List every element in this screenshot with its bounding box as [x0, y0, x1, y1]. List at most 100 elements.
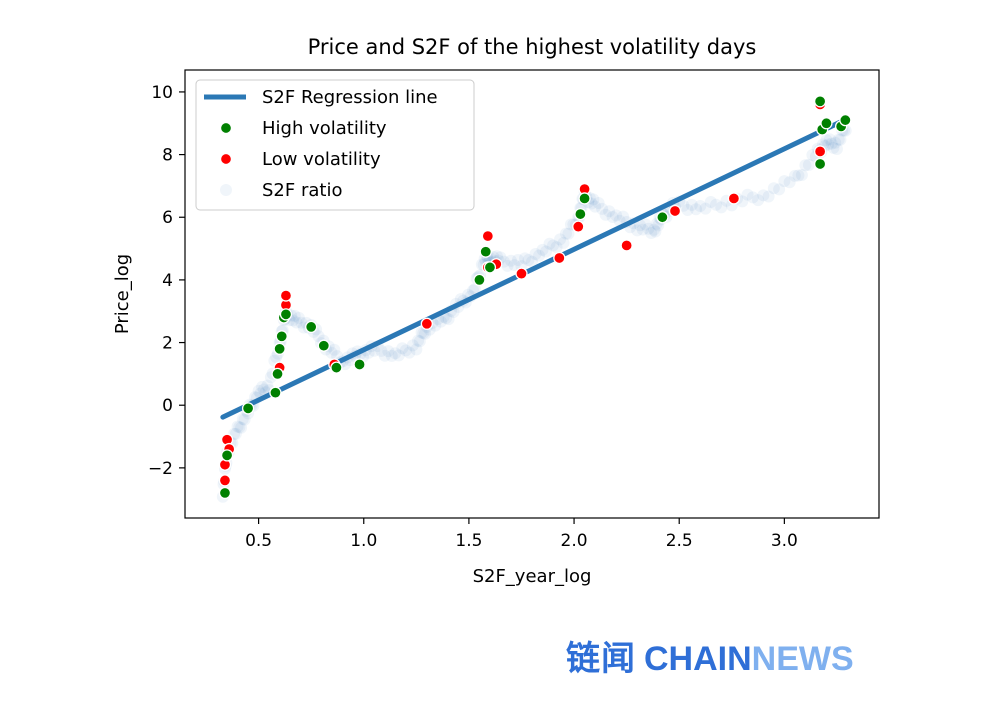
- s2f-ratio-point: [382, 345, 395, 358]
- high-volatility-point: [220, 449, 234, 462]
- y-axis-label: Price_log: [112, 254, 133, 334]
- s2f-ratio-point: [773, 183, 786, 196]
- high-volatility-point: [839, 113, 852, 127]
- s2f-ratio-point: [413, 335, 426, 348]
- x-tick-label: 1.0: [350, 531, 377, 551]
- s2f-ratio-point: [788, 169, 801, 182]
- s2f-ratio-point: [834, 133, 847, 146]
- s2f-ratio-point: [434, 315, 447, 328]
- s2f-ratio-point: [295, 316, 308, 329]
- s2f-ratio-point: [385, 349, 398, 362]
- s2f-ratio-point: [442, 313, 455, 326]
- plot-frame: [184, 69, 880, 519]
- s2f-ratio-point: [617, 210, 630, 223]
- high-volatility-point: [578, 192, 591, 205]
- s2f-ratio-point: [830, 142, 843, 155]
- legend-swatch-point: [219, 152, 233, 166]
- s2f-ratio-point: [795, 169, 808, 182]
- s2f-ratio-point: [681, 204, 694, 217]
- legend-label: Low volatility: [262, 149, 381, 170]
- s2f-ratio-point: [389, 347, 402, 360]
- s2f-ratio-point: [699, 202, 712, 215]
- s2f-ratio-point: [378, 349, 391, 362]
- y-tick-label: 8: [162, 146, 173, 166]
- s2f-ratio-point: [508, 259, 521, 272]
- high-volatility-point: [218, 486, 232, 500]
- regression-line-layer: [220, 119, 844, 420]
- s2f-ratio-point: [504, 254, 517, 267]
- s2f-ratio-point: [783, 176, 796, 189]
- s2f-ratio-point: [312, 330, 325, 343]
- high-volatility-point: [305, 320, 318, 334]
- s2f-ratio-point: [649, 225, 662, 238]
- s2f-ratio-point: [403, 346, 416, 359]
- y-axis-ticks: −2 0 2 4 6 8 10: [148, 83, 185, 479]
- high-volatility-point: [275, 330, 288, 343]
- s2f-ratio-point: [440, 312, 453, 325]
- s2f-ratio-point: [290, 316, 303, 329]
- legend-label: S2F ratio: [262, 180, 342, 201]
- s2f-ratio-point: [554, 233, 567, 246]
- s2f-ratio-point: [328, 343, 341, 356]
- legend-label: High volatility: [262, 118, 387, 139]
- chart: Price and S2F of the highest volatility …: [112, 35, 880, 587]
- high-volatility-point: [241, 402, 255, 415]
- s2f-ratio-point: [543, 237, 556, 250]
- watermark-news-text: NEWS: [751, 640, 854, 678]
- s2f-ratio-point: [825, 137, 838, 150]
- s2f-ratio-point: [522, 254, 535, 267]
- low-volatility-point: [515, 267, 528, 280]
- low-volatility-point: [420, 317, 433, 330]
- s2f-ratio-point: [752, 194, 765, 207]
- s2f-ratio-point: [710, 198, 723, 211]
- s2f-ratio-point: [685, 198, 698, 211]
- s2f-ratio-point: [596, 202, 609, 215]
- y-tick-label: 6: [162, 208, 173, 228]
- high-volatility-point: [483, 261, 497, 274]
- s2f-ratio-point: [704, 195, 717, 208]
- s2f-ratio-point: [325, 346, 338, 359]
- high-volatility-point: [271, 367, 284, 381]
- s2f-ratio-point: [694, 199, 707, 212]
- s2f-ratio-point: [823, 133, 836, 146]
- s2f-ratio-point: [547, 239, 560, 252]
- s2f-ratio-point: [526, 255, 538, 268]
- low-volatility-point: [218, 474, 232, 487]
- legend-swatch-point: [219, 121, 233, 135]
- s2f-ratio-point: [799, 159, 812, 172]
- regression-line: [220, 119, 844, 420]
- legend-box: [195, 79, 475, 211]
- s2f-ratio-point: [603, 205, 616, 218]
- high-volatility-points: [218, 95, 852, 500]
- s2f-ratio-point: [633, 219, 646, 232]
- s2f-ratio-point: [417, 327, 430, 340]
- s2f-ratio-point: [410, 343, 423, 356]
- s2f-ratio-point: [396, 342, 409, 355]
- s2f-ratio-point: [746, 191, 759, 204]
- s2f-ratio-point: [392, 349, 405, 362]
- s2f-ratio-point: [636, 223, 649, 236]
- high-volatility-point: [656, 211, 669, 224]
- legend-label: S2F Regression line: [262, 87, 438, 108]
- high-volatility-point: [473, 273, 486, 287]
- low-volatility-point: [727, 192, 741, 205]
- s2f-ratio-point: [741, 188, 754, 201]
- y-tick-label: 2: [162, 334, 173, 354]
- high-volatility-point: [269, 386, 282, 399]
- s2f-ratio-point: [827, 141, 840, 154]
- s2f-ratio-point: [292, 311, 305, 324]
- s2f-ratio-point: [412, 334, 425, 347]
- s2f-ratio-point: [792, 169, 805, 182]
- low-volatility-point: [620, 239, 633, 252]
- legend: S2F Regression line High volatility Low vo…: [195, 79, 475, 211]
- low-volatility-point: [668, 204, 682, 218]
- s2f-ratio-point: [501, 259, 514, 272]
- watermark-chain-text: CHAIN: [644, 640, 752, 678]
- s2f-ratio-point: [238, 413, 251, 426]
- s2f-ratio-point: [562, 227, 575, 240]
- s2f-ratio-point: [229, 427, 242, 440]
- s2f-ratio-point: [599, 208, 612, 221]
- y-tick-label: 4: [162, 271, 173, 291]
- s2f-ratio-point: [832, 133, 845, 146]
- high-volatility-point: [279, 308, 293, 321]
